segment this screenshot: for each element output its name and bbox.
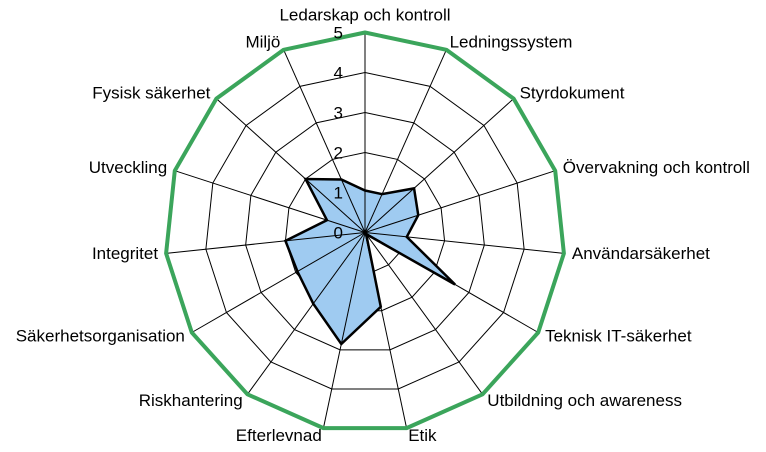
axis-spoke-milj: [283, 49, 366, 233]
axis-spoke-s-kerhetsorganisation: [191, 232, 366, 333]
axis-label-utbildning-och-awareness: Utbildning och awareness: [487, 391, 682, 410]
tick-label-4: 4: [334, 64, 343, 83]
data-polygon: [283, 177, 456, 346]
axis-spoke-utveckling: [174, 170, 366, 233]
axis-label-fysisk-s-kerhet: Fysisk säkerhet: [92, 83, 210, 102]
axis-label-riskhantering: Riskhantering: [139, 391, 243, 410]
axis-spoke-vervakning-och-kontroll: [364, 170, 556, 233]
axis-label-styrdokument: Styrdokument: [520, 83, 625, 102]
axis-label-integritet: Integritet: [92, 244, 158, 263]
axis-label-efterlevnad: Efterlevnad: [236, 426, 322, 445]
tick-label-1: 1: [334, 184, 343, 203]
axis-label-ledningssystem: Ledningssystem: [450, 33, 573, 52]
axis-label-etik: Etik: [408, 426, 437, 445]
tick-label-5: 5: [334, 24, 343, 43]
axis-label-s-kerhetsorganisation: Säkerhetsorganisation: [16, 327, 185, 346]
axis-spoke-teknisk-it-s-kerhet: [364, 232, 539, 333]
axis-spoke-fysisk-s-kerhet: [216, 98, 366, 233]
axis-spoke-styrdokument: [364, 98, 514, 233]
axis-label-milj: Miljö: [245, 33, 280, 52]
axis-spoke-anv-ndars-kerhet: [364, 232, 564, 254]
axis-label-anv-ndars-kerhet: Användarsäkerhet: [572, 244, 710, 263]
tick-label-2: 2: [334, 144, 343, 163]
axis-label-ledarskap-och-kontroll: Ledarskap och kontroll: [279, 6, 450, 25]
axis-spoke-riskhantering: [247, 232, 366, 395]
axis-spoke-efterlevnad: [322, 232, 366, 429]
axis-label-vervakning-och-kontroll: Övervakning och kontroll: [563, 158, 750, 177]
axis-spoke-ledningssystem: [364, 49, 447, 233]
axis-label-utveckling: Utveckling: [89, 158, 167, 177]
axis-spoke-integritet: [166, 232, 366, 254]
grid-ring-3: [245, 111, 485, 351]
tick-label-3: 3: [334, 104, 343, 123]
grid-ring-4: [205, 71, 525, 390]
outer-ring: [164, 30, 566, 431]
axis-label-teknisk-it-s-kerhet: Teknisk IT-säkerhet: [545, 327, 692, 346]
axis-spoke-etik: [364, 232, 408, 429]
tick-label-0: 0: [334, 224, 343, 243]
axis-spoke-utbildning-och-awareness: [364, 232, 483, 395]
